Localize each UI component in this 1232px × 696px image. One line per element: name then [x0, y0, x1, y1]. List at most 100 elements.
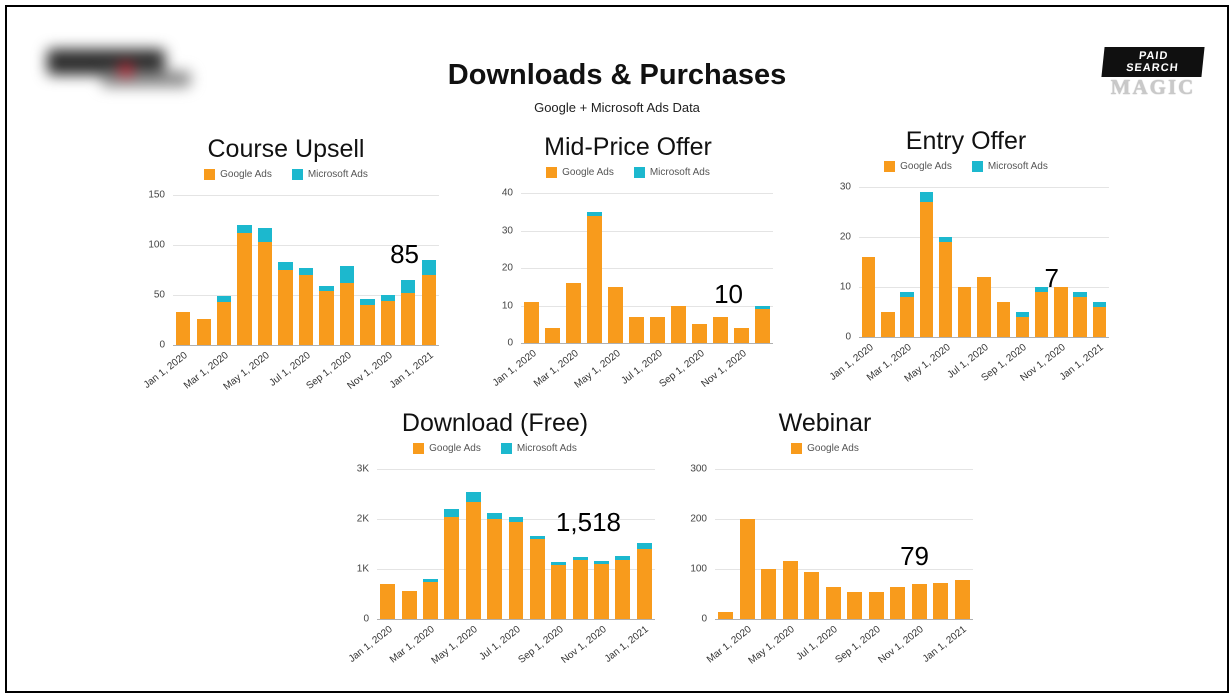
- gridline: [377, 619, 655, 620]
- legend-label: Google Ads: [807, 443, 859, 454]
- y-axis-label: 150: [148, 189, 165, 201]
- chart-title: Entry Offer: [815, 123, 1117, 163]
- bar-google-ads: [1073, 297, 1087, 337]
- bar-google-ads: [782, 560, 798, 619]
- legend-swatch-microsoft-ads: [633, 167, 645, 178]
- bar-google-ads: [319, 291, 334, 345]
- bar-google-ads: [237, 233, 252, 345]
- legend-item: Microsoft Ads: [291, 169, 368, 180]
- bar-microsoft-ads: [401, 280, 416, 293]
- legend-label: Google Ads: [900, 161, 952, 172]
- y-axis-label: 300: [690, 463, 707, 475]
- bar-google-ads: [881, 312, 895, 337]
- blur-smudge: [499, 129, 757, 169]
- bar-google-ads: [615, 560, 631, 619]
- chart-legend: Google Ads Microsoft Ads: [327, 443, 663, 461]
- chart-mid-price-offer: Mid-Price Offer Google Ads Microsoft Ads …: [475, 129, 781, 391]
- blur-smudge: [839, 123, 1093, 163]
- chart-download-free: Download (Free) Google Ads Microsoft Ads …: [327, 405, 663, 667]
- legend-item: Microsoft Ads: [633, 167, 710, 178]
- chart-entry-offer: Entry Offer Google Ads Microsoft Ads 0 10 2…: [815, 123, 1117, 385]
- legend-label: Microsoft Ads: [649, 167, 710, 178]
- blurred-logo-shape: [47, 49, 165, 75]
- legend-item: Google Ads: [546, 167, 614, 178]
- bar-google-ads: [380, 301, 395, 345]
- blur-smudge: [693, 405, 957, 445]
- chart-webinar: Webinar Google Ads 0 100 200 300 Mar 1, 2020…: [669, 405, 981, 667]
- bar-microsoft-ads: [257, 228, 273, 242]
- gridline: [521, 343, 773, 344]
- bar-microsoft-ads: [1015, 312, 1030, 317]
- y-axis-label: 30: [839, 181, 851, 193]
- bar-microsoft-ads: [529, 536, 545, 539]
- bar-microsoft-ads: [298, 268, 314, 275]
- bar-microsoft-ads: [587, 211, 602, 216]
- gridline: [859, 237, 1109, 238]
- legend-label: Google Ads: [562, 167, 614, 178]
- bar-google-ads: [861, 257, 876, 337]
- legend-swatch-google-ads: [546, 167, 558, 178]
- chart-legend: Google Ads Microsoft Ads: [125, 169, 447, 187]
- bar-google-ads: [587, 215, 602, 343]
- bar-google-ads: [545, 328, 560, 343]
- bar-google-ads: [739, 519, 755, 619]
- bar-google-ads: [196, 319, 211, 345]
- slide-title: Downloads & Purchases: [447, 59, 787, 91]
- bar-microsoft-ads: [465, 491, 481, 502]
- bar-google-ads: [360, 305, 375, 345]
- bar-google-ads: [761, 569, 777, 619]
- bar-google-ads: [566, 283, 581, 343]
- bar-google-ads: [996, 302, 1010, 337]
- gridline: [715, 519, 973, 520]
- chart-course-upsell: Course Upsell Google Ads Microsoft Ads 0 5…: [125, 131, 447, 393]
- bar-google-ads: [176, 312, 191, 345]
- gridline: [715, 569, 973, 570]
- bar-google-ads: [636, 549, 652, 619]
- bar-google-ads: [278, 270, 293, 345]
- chart-annotation: 85: [390, 239, 419, 269]
- bar-google-ads: [919, 202, 934, 337]
- bar-google-ads: [718, 611, 734, 619]
- bar-google-ads: [465, 501, 481, 619]
- y-axis-label: 0: [363, 613, 369, 625]
- bar-google-ads: [524, 301, 539, 343]
- blurred-company-logo: [41, 45, 209, 103]
- x-axis-label: Jan 1, 2020: [827, 342, 876, 383]
- blur-smudge: [150, 131, 422, 171]
- bar-google-ads: [954, 579, 970, 619]
- legend-item: Google Ads: [204, 169, 272, 180]
- bar-google-ads: [958, 287, 972, 337]
- bar-google-ads: [594, 564, 610, 619]
- bar-google-ads: [572, 560, 588, 619]
- gridline: [521, 193, 773, 194]
- legend-label: Microsoft Ads: [987, 161, 1048, 172]
- x-axis-label: Nov 1, 2020: [1018, 342, 1068, 384]
- x-axis-label: Mar 1, 2020: [865, 342, 914, 384]
- y-axis-label: 200: [690, 513, 707, 525]
- bar-microsoft-ads: [755, 305, 770, 310]
- y-axis-label: 10: [839, 281, 851, 293]
- bar-microsoft-ads: [919, 192, 934, 202]
- bar-microsoft-ads: [216, 296, 232, 302]
- bar-microsoft-ads: [487, 513, 503, 519]
- logo-badge-top: PAID SEARCH: [1101, 47, 1205, 77]
- gridline: [173, 345, 439, 346]
- legend-item: Google Ads: [791, 443, 859, 454]
- chart-annotation: 1,518: [555, 507, 621, 537]
- chart-annotation: 7: [1044, 263, 1059, 293]
- logo-badge-bottom: MAGIC: [1110, 75, 1196, 99]
- chart-plot-area: 0 1K 2K 3K Jan 1, 2020 Mar 1, 2020 May 1, 2020…: [347, 464, 655, 667]
- y-axis-label: 40: [501, 187, 513, 199]
- bar-google-ads: [671, 305, 686, 343]
- bar-google-ads: [380, 584, 396, 619]
- bar-google-ads: [933, 583, 949, 619]
- bar-microsoft-ads: [319, 286, 334, 291]
- blur-smudge: [353, 405, 637, 445]
- bar-microsoft-ads: [1073, 292, 1087, 297]
- bar-google-ads: [629, 316, 644, 343]
- bar-microsoft-ads: [572, 557, 588, 560]
- bar-google-ads: [755, 309, 770, 343]
- legend-item: Microsoft Ads: [500, 443, 577, 454]
- chart-legend: Google Ads: [669, 443, 981, 461]
- chart-plot-area: 0 50 100 150 Jan 1, 2020 Mar 1, 2020 May 1, 20…: [142, 190, 439, 393]
